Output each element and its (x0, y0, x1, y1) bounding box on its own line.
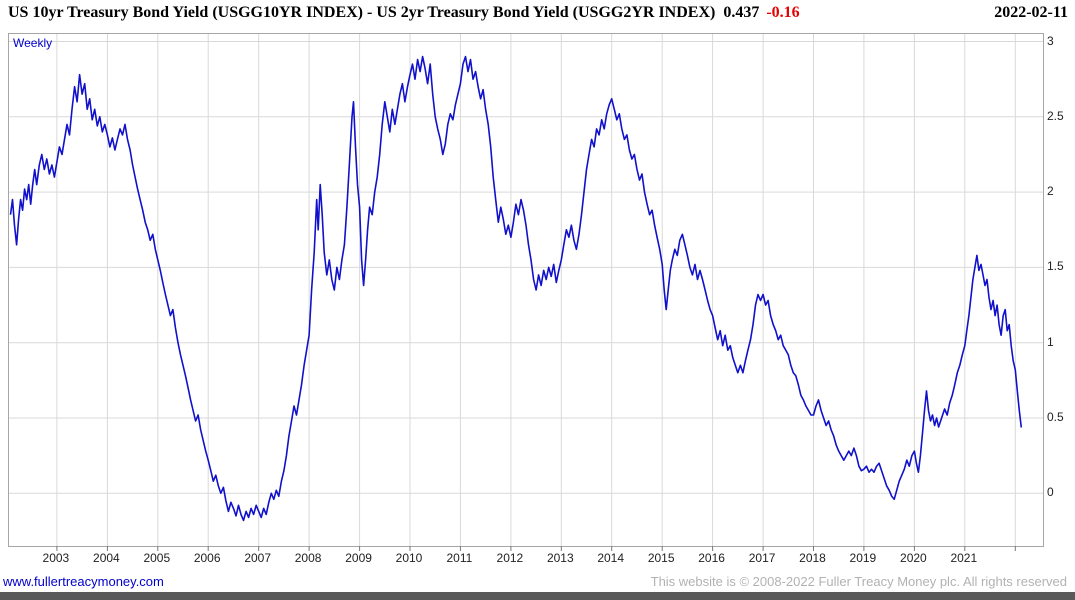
x-axis-label: 2005 (143, 551, 171, 565)
spread-last-value: 0.437 (723, 4, 760, 21)
x-axis-label: 2011 (446, 551, 473, 565)
x-axis-label: 2017 (748, 551, 776, 565)
x-axis: 2003 2004 2005 2006 2007 2008 2009 2010 2011 2012… (8, 551, 1042, 567)
y-axis-label: 0.5 (1047, 410, 1064, 424)
x-axis-label: 2014 (597, 551, 625, 565)
y-axis-label: 3 (1047, 33, 1054, 48)
x-axis-label: 2019 (849, 551, 877, 565)
y-axis-label: 1 (1047, 334, 1054, 349)
yield-spread-line (9, 55, 1023, 522)
x-axis-label: 2020 (900, 551, 927, 565)
footer-site-link[interactable]: www.fullertreacymoney.com (3, 574, 164, 589)
footer: www.fullertreacymoney.com This website i… (0, 568, 1075, 592)
x-axis-label: 2004 (93, 551, 120, 565)
chart-title-text: US 10yr Treasury Bond Yield (USGG10YR IN… (8, 4, 716, 21)
report-date: 2022-02-11 (994, 4, 1068, 21)
x-axis-label: 2013 (546, 551, 574, 565)
x-axis-label: 2010 (395, 551, 423, 565)
y-axis: 0 0.5 1 1.5 2 2.5 3 (1047, 33, 1075, 545)
y-axis-label: 2.5 (1047, 108, 1064, 123)
x-axis-label: 2016 (698, 551, 725, 565)
x-axis-label: 2018 (799, 551, 826, 565)
x-axis-label: 2003 (42, 551, 70, 565)
x-axis-label: 2006 (193, 551, 221, 565)
plot-area[interactable]: Weekly (8, 33, 1044, 551)
y-axis-label: 0 (1047, 485, 1054, 500)
y-axis-label: 1.5 (1047, 259, 1064, 274)
chart-canvas (9, 34, 1043, 551)
spread-change-value: -0.16 (766, 4, 800, 21)
x-axis-label: 2012 (496, 551, 524, 565)
page-title: US 10yr Treasury Bond Yield (USGG10YR IN… (8, 4, 800, 22)
frequency-label: Weekly (13, 36, 53, 50)
y-axis-label: 2 (1047, 184, 1054, 199)
x-axis-label: 2007 (244, 551, 272, 565)
x-axis-label: 2009 (345, 551, 372, 565)
chart-header: US 10yr Treasury Bond Yield (USGG10YR IN… (0, 0, 1075, 30)
x-axis-label: 2008 (294, 551, 322, 565)
x-axis-label: 2015 (647, 551, 675, 565)
bottom-window-bar (0, 592, 1075, 600)
copyright-text: This website is © 2008-2022 Fuller Treac… (650, 574, 1067, 589)
x-axis-label: 2021 (950, 551, 978, 565)
